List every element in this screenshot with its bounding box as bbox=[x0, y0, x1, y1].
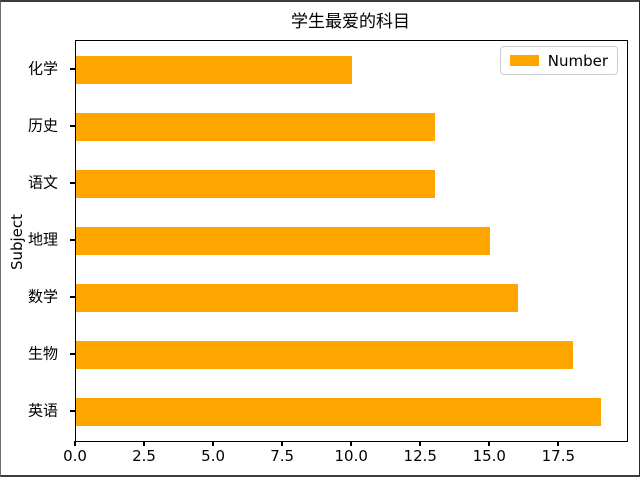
x-tick-mark bbox=[143, 441, 146, 446]
y-tick-mark bbox=[70, 67, 75, 70]
y-tick-mark bbox=[70, 239, 75, 241]
x-tick-mark bbox=[419, 441, 422, 446]
chart-title: 学生最爱的科目 bbox=[291, 12, 410, 32]
x-tick-label: 10.0 bbox=[334, 447, 368, 465]
legend-swatch-icon bbox=[509, 55, 539, 66]
y-tick-mark bbox=[70, 353, 75, 356]
bar-语文 bbox=[76, 169, 436, 198]
bar-地理 bbox=[76, 227, 491, 255]
y-tick-label: 地理 bbox=[27, 230, 58, 249]
plot-area bbox=[75, 40, 628, 442]
y-tick-mark bbox=[70, 410, 75, 413]
x-tick-label: 12.5 bbox=[403, 447, 437, 465]
bar-英语 bbox=[76, 398, 601, 427]
bar-化学 bbox=[76, 55, 353, 84]
x-tick-mark bbox=[350, 441, 353, 446]
x-tick-label: 17.5 bbox=[541, 447, 576, 465]
y-tick-label: 化学 bbox=[27, 59, 58, 78]
y-tick-label: 数学 bbox=[27, 287, 58, 306]
y-tick-label: 语文 bbox=[27, 173, 58, 192]
x-tick-mark bbox=[557, 441, 560, 446]
x-tick-mark bbox=[212, 441, 215, 446]
x-tick-label: 5.0 bbox=[201, 447, 226, 465]
y-tick-mark bbox=[70, 296, 75, 299]
y-tick-mark bbox=[70, 181, 75, 184]
bar-历史 bbox=[76, 112, 436, 141]
bar-数学 bbox=[76, 284, 518, 313]
legend: Number bbox=[499, 46, 618, 75]
x-tick-mark bbox=[74, 441, 76, 446]
legend-label: Number bbox=[547, 51, 608, 70]
x-tick-label: 2.5 bbox=[132, 447, 156, 465]
x-tick-mark bbox=[281, 441, 284, 446]
y-tick-label: 英语 bbox=[27, 401, 58, 420]
y-tick-mark bbox=[70, 124, 75, 127]
x-tick-mark bbox=[488, 441, 491, 446]
x-tick-label: 7.5 bbox=[270, 447, 295, 465]
y-tick-label: 生物 bbox=[27, 344, 58, 363]
x-tick-label: 15.0 bbox=[472, 447, 506, 465]
x-tick-label: 0.0 bbox=[63, 447, 87, 465]
bar-生物 bbox=[76, 341, 574, 370]
y-tick-label: 历史 bbox=[27, 116, 58, 135]
